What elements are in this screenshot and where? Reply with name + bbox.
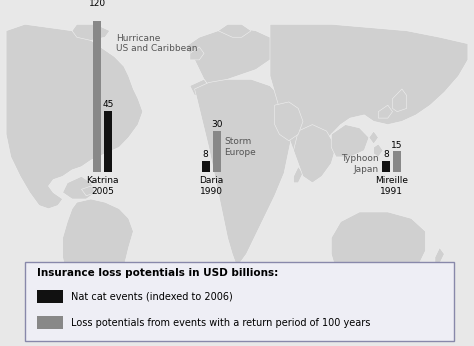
- Polygon shape: [439, 264, 449, 277]
- Polygon shape: [218, 24, 251, 37]
- Polygon shape: [185, 28, 279, 86]
- Polygon shape: [275, 102, 303, 141]
- Polygon shape: [270, 24, 468, 157]
- Text: Nat cat events (indexed to 2006): Nat cat events (indexed to 2006): [71, 292, 233, 302]
- Text: Typhoon
Japan: Typhoon Japan: [341, 154, 378, 174]
- Text: 30: 30: [211, 120, 222, 129]
- Text: 45: 45: [102, 100, 114, 109]
- Polygon shape: [331, 212, 426, 290]
- Bar: [36, 290, 63, 303]
- Text: 8: 8: [203, 150, 209, 159]
- Text: Loss potentials from events with a return period of 100 years: Loss potentials from events with a retur…: [71, 318, 371, 328]
- Bar: [201, 161, 210, 172]
- Polygon shape: [72, 24, 110, 40]
- Bar: [36, 316, 63, 329]
- Polygon shape: [435, 247, 444, 264]
- Text: Hurricane
US and Caribbean: Hurricane US and Caribbean: [116, 34, 197, 53]
- Polygon shape: [369, 131, 378, 144]
- Bar: [104, 111, 112, 172]
- Text: 8: 8: [383, 150, 389, 159]
- Polygon shape: [63, 176, 96, 199]
- Polygon shape: [63, 199, 133, 309]
- Polygon shape: [190, 79, 209, 95]
- Polygon shape: [82, 186, 96, 196]
- Text: Storm
Europe: Storm Europe: [224, 137, 256, 156]
- Polygon shape: [6, 24, 143, 209]
- Text: 15: 15: [391, 141, 403, 150]
- Bar: [393, 151, 401, 172]
- Polygon shape: [293, 125, 336, 183]
- Polygon shape: [195, 79, 293, 267]
- Bar: [382, 161, 390, 172]
- Polygon shape: [378, 105, 392, 118]
- Text: 120: 120: [89, 0, 106, 8]
- Text: Mireille
1991: Mireille 1991: [375, 176, 408, 196]
- Polygon shape: [374, 144, 383, 157]
- Text: Insurance loss potentials in USD billions:: Insurance loss potentials in USD billion…: [36, 268, 278, 278]
- Bar: [212, 131, 220, 172]
- Text: Katrina
2005: Katrina 2005: [86, 176, 119, 196]
- Text: Daria
1990: Daria 1990: [199, 176, 223, 196]
- Polygon shape: [392, 89, 407, 112]
- Polygon shape: [293, 167, 303, 183]
- Polygon shape: [190, 47, 204, 60]
- FancyBboxPatch shape: [25, 262, 454, 342]
- Bar: [93, 10, 101, 172]
- Polygon shape: [331, 125, 369, 157]
